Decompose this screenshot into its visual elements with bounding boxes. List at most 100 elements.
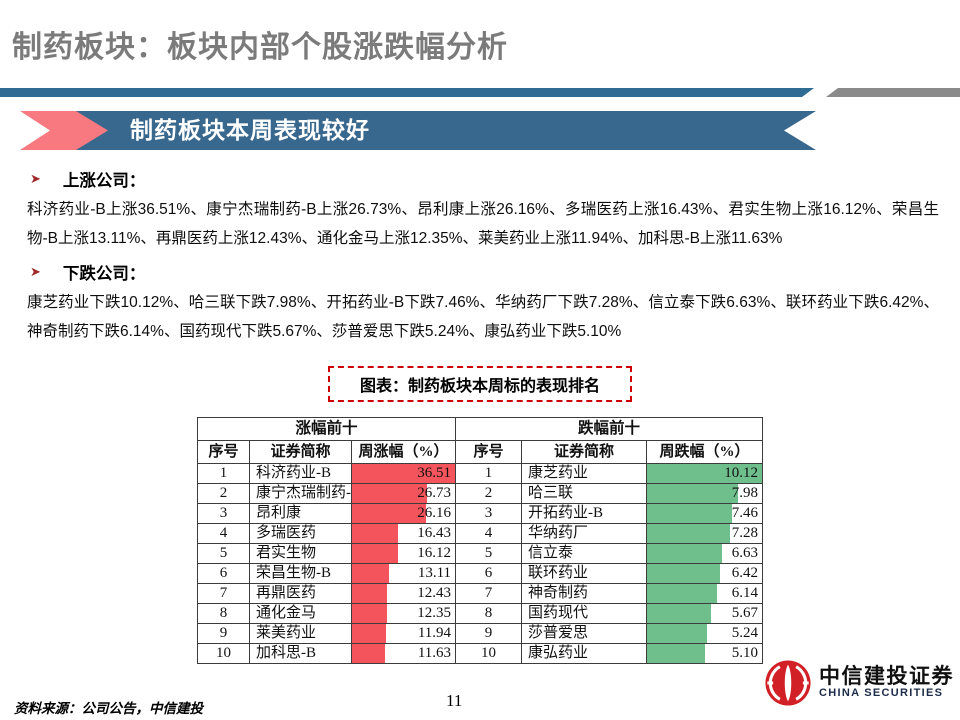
table-row: 2 康宁杰瑞制药-B 26.73 2 哈三联 7.98 — [197, 483, 764, 504]
value-bar — [352, 464, 455, 483]
security-name-cell: 信立泰 — [521, 543, 648, 564]
page-title: 制药板块：板块内部个股涨跌幅分析 — [12, 31, 508, 64]
value-cell: 16.12 — [350, 543, 457, 564]
up-companies-paragraph: 科济药业-B上涨36.51%、康宁杰瑞制药-B上涨26.73%、昂利康上涨26.… — [27, 201, 939, 247]
down-companies-heading: ➤ 下跌公司： — [30, 260, 145, 284]
security-name-cell: 加科思-B — [249, 643, 352, 664]
value-label: 6.42 — [731, 565, 759, 581]
value-bar — [647, 524, 730, 543]
column-header: 周涨幅（%） — [350, 440, 457, 464]
chart-caption: 图表：制药板块本周标的表现排名 — [327, 366, 633, 402]
value-cell: 26.16 — [350, 503, 457, 524]
group-header-losers: 跌幅前十 — [455, 417, 764, 441]
value-bar — [647, 484, 738, 503]
security-name-cell: 昂利康 — [249, 503, 352, 524]
value-label: 5.24 — [731, 625, 759, 641]
value-label: 16.12 — [417, 545, 452, 561]
security-name-cell: 再鼎医药 — [249, 583, 352, 604]
rank-cell: 6 — [197, 563, 250, 584]
column-header: 证券简称 — [249, 440, 352, 464]
rank-cell: 9 — [455, 623, 523, 644]
value-bar — [647, 504, 732, 523]
value-bar — [647, 544, 723, 563]
value-label: 10.12 — [724, 465, 759, 481]
table-row: 10 加科思-B 11.63 10 康弘药业 5.10 — [197, 643, 764, 664]
page-number: 11 — [446, 691, 463, 710]
group-header-gainers: 涨幅前十 — [196, 417, 457, 441]
up-companies-label: 上涨公司： — [62, 172, 146, 190]
rank-cell: 8 — [455, 603, 523, 624]
column-header: 周跌幅（%） — [646, 440, 764, 464]
up-companies-heading: ➤ 上涨公司： — [30, 167, 145, 191]
value-label: 11.63 — [417, 645, 452, 661]
security-name-cell: 哈三联 — [521, 483, 648, 504]
table-row: 8 通化金马 12.35 8 国药现代 5.67 — [197, 603, 764, 624]
value-label: 7.46 — [731, 505, 759, 521]
table-row: 9 莱美药业 11.94 9 莎普爱思 5.24 — [197, 623, 764, 644]
header-divider-blue — [0, 88, 814, 97]
rank-cell: 8 — [197, 603, 250, 624]
value-label: 12.35 — [417, 605, 452, 621]
rank-cell: 3 — [197, 503, 250, 524]
value-bar — [647, 644, 705, 663]
rank-cell: 4 — [197, 523, 250, 544]
value-cell: 6.14 — [646, 583, 764, 604]
security-name-cell: 国药现代 — [521, 603, 648, 624]
section-banner-ribbon — [50, 111, 816, 150]
value-bar — [647, 604, 712, 623]
source-note: 资料来源：公司公告，中信建投 — [14, 701, 203, 716]
security-name-cell: 科济药业-B — [249, 463, 352, 484]
header-divider-gray — [826, 88, 960, 97]
rank-cell: 3 — [455, 503, 523, 524]
value-label: 36.51 — [417, 465, 452, 481]
value-bar — [352, 604, 387, 623]
security-name-cell: 康芝药业 — [521, 463, 648, 484]
rank-cell: 4 — [455, 523, 523, 544]
value-cell: 5.67 — [646, 603, 764, 624]
value-bar — [352, 544, 398, 563]
value-cell: 7.28 — [646, 523, 764, 544]
security-name-cell: 多瑞医药 — [249, 523, 352, 544]
value-label: 5.67 — [731, 605, 759, 621]
value-label: 16.43 — [417, 525, 452, 541]
performance-table: 涨幅前十 跌幅前十 序号 证券简称 周涨幅（%） 序号 证券简称 周跌幅（%） 1 科济药业-B… — [196, 417, 764, 664]
value-bar — [352, 484, 428, 503]
value-label: 26.73 — [417, 485, 452, 501]
down-companies-label: 下跌公司： — [62, 265, 146, 283]
rank-cell: 9 — [197, 623, 250, 644]
value-cell: 26.73 — [350, 483, 457, 504]
security-name-cell: 神奇制药 — [521, 583, 648, 604]
rank-cell: 1 — [455, 463, 523, 484]
performance-table-head: 涨幅前十 跌幅前十 序号 证券简称 周涨幅（%） 序号 证券简称 周跌幅（%） — [196, 417, 764, 464]
section-banner-title: 制药板块本周表现较好 — [130, 117, 370, 143]
down-companies-paragraph: 康芝药业下跌10.12%、哈三联下跌7.98%、开拓药业-B下跌7.46%、华纳… — [27, 294, 939, 340]
logo-chinese-name: 中信建投证券 — [819, 665, 954, 689]
rank-cell: 10 — [455, 643, 523, 664]
value-bar — [647, 624, 707, 643]
table-row: 7 再鼎医药 12.43 7 神奇制药 6.14 — [197, 583, 764, 604]
logo-english-name: CHINA SECURITIES — [819, 687, 944, 700]
value-bar — [352, 524, 399, 543]
value-label: 11.94 — [417, 625, 452, 641]
value-bar — [647, 564, 720, 583]
performance-table-body: 1 科济药业-B 36.51 1 康芝药业 10.12 2 康宁杰瑞制药-B 26.73 2 哈三联… — [197, 463, 764, 664]
security-name-cell: 莎普爱思 — [521, 623, 648, 644]
company-logo-text: 中信建投证券 CHINA SECURITIES — [819, 666, 954, 700]
value-cell: 11.63 — [350, 643, 457, 664]
value-label: 12.43 — [417, 585, 452, 601]
value-label: 7.28 — [731, 525, 759, 541]
column-header: 序号 — [197, 440, 250, 464]
security-name-cell: 联环药业 — [521, 563, 648, 584]
security-name-cell: 荣昌生物-B — [249, 563, 352, 584]
company-logo: 中信建投证券 CHINA SECURITIES — [764, 659, 954, 707]
security-name-cell: 康宁杰瑞制药-B — [249, 483, 352, 504]
value-bar — [352, 644, 385, 663]
security-name-cell: 开拓药业-B — [521, 503, 648, 524]
column-header: 证券简称 — [521, 440, 648, 464]
value-cell: 12.35 — [350, 603, 457, 624]
value-bar — [352, 564, 389, 583]
value-cell: 7.98 — [646, 483, 764, 504]
value-bar — [647, 464, 762, 483]
security-name-cell: 君实生物 — [249, 543, 352, 564]
rank-cell: 7 — [197, 583, 250, 604]
